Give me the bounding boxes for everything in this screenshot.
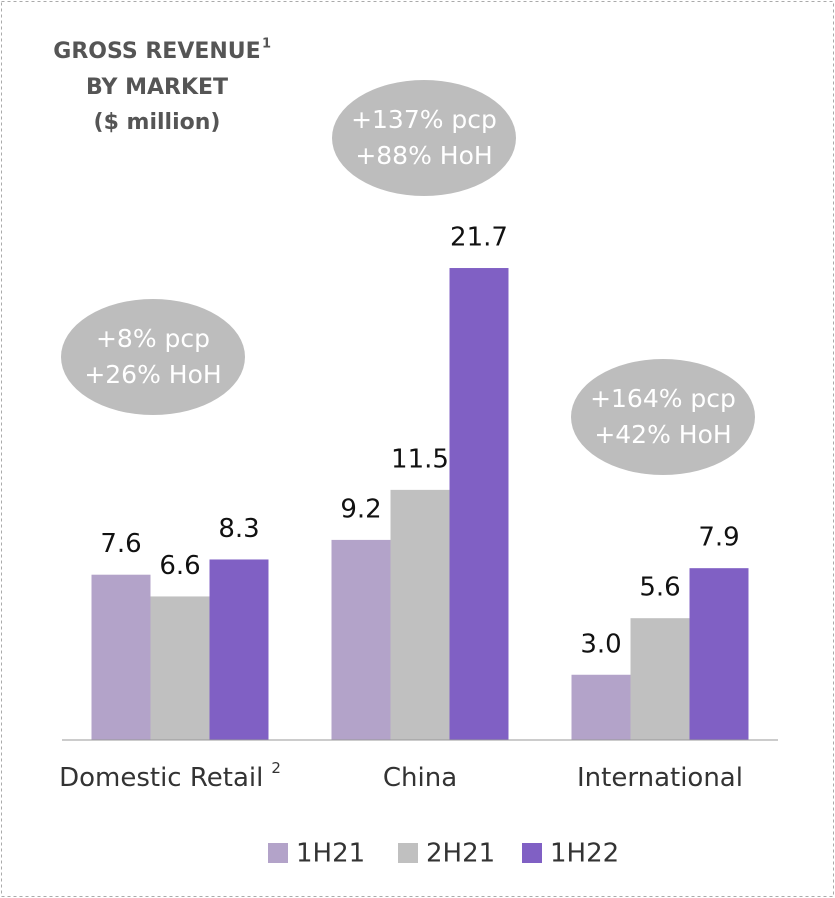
x-tick-label: Domestic Retail 2 [59,759,281,793]
legend-label: 1H22 [550,839,619,869]
data-label: 7.9 [698,523,739,553]
bar [449,268,509,740]
data-label: 21.7 [450,223,508,253]
legend-label: 2H21 [426,839,495,869]
chart-title: GROSS REVENUE [53,39,260,64]
chart-title: BY MARKET [86,75,228,100]
annotation-bubble [332,80,516,196]
annotation-text: +42% HoH [594,420,731,449]
bar [571,674,631,740]
annotation-text: +137% pcp [351,105,497,134]
annotation-bubble [61,299,245,415]
legend-swatch [522,843,542,863]
data-label: 11.5 [391,444,449,474]
category-name: Domestic Retail [59,763,263,793]
bar [150,596,210,740]
x-tick-label: International [577,763,743,793]
bar [209,559,269,740]
bar [689,568,749,740]
data-label: 9.2 [340,494,381,524]
annotation-text: +164% pcp [590,384,736,413]
category-name: China [383,763,457,793]
title-footnote: 1 [262,37,271,52]
bar [331,539,391,740]
annotation-bubble [571,359,755,475]
annotation-text: +88% HoH [355,141,492,170]
legend-label: 1H21 [296,839,365,869]
annotation-text: +26% HoH [84,360,221,389]
chart-title: ($ million) [94,110,221,135]
bar [390,489,450,740]
data-label: 7.6 [100,529,141,559]
bar [91,574,151,740]
category-footnote: 2 [271,759,281,777]
data-label: 5.6 [639,573,680,603]
data-label: 8.3 [218,514,259,544]
legend-swatch [398,843,418,863]
data-label: 3.0 [580,629,621,659]
bar [630,618,690,740]
x-tick-label: China [383,763,457,793]
legend-swatch [268,843,288,863]
annotation-text: +8% pcp [96,324,210,353]
data-label: 6.6 [159,551,200,581]
category-name: International [577,763,743,793]
